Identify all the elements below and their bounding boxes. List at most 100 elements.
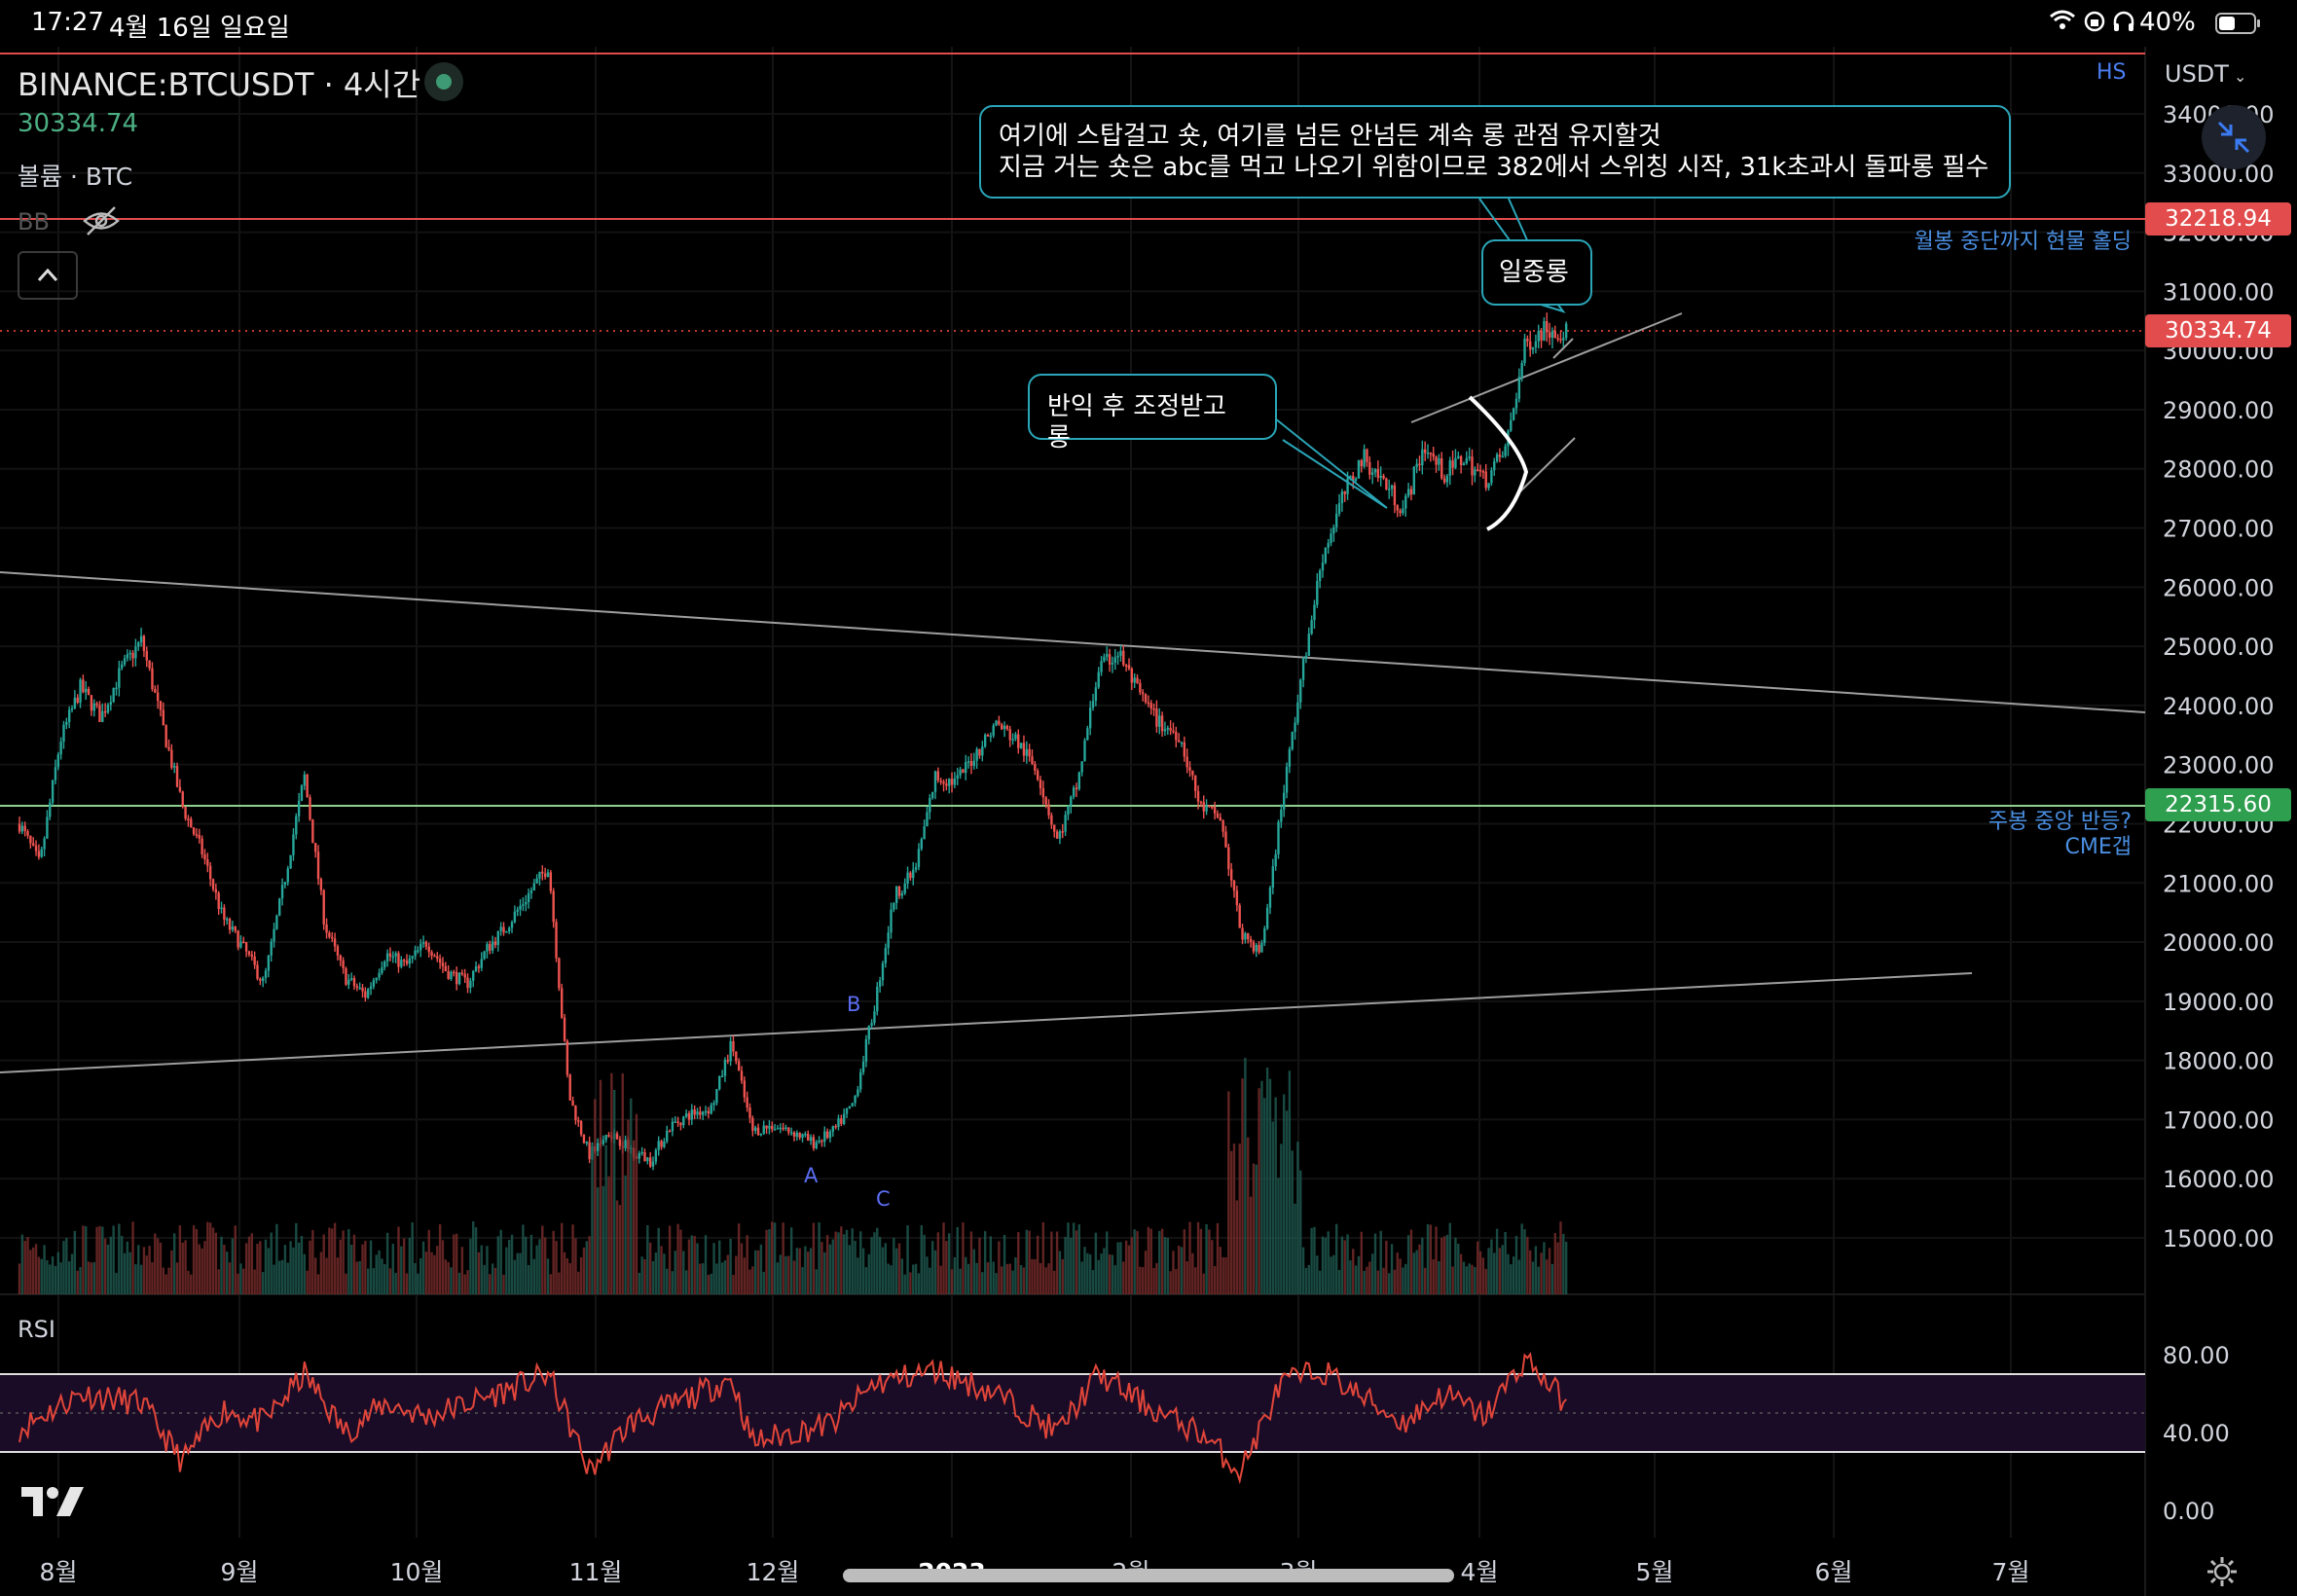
volume-indicator-label[interactable]: 볼륨 · BTC	[18, 163, 133, 191]
candle-body	[469, 980, 472, 989]
currency-selector[interactable]: USDT ⌄	[2165, 60, 2247, 88]
volume-bar	[1003, 1234, 1006, 1294]
symbol-title[interactable]: BINANCE:BTCUSDT · 4시간	[18, 66, 421, 103]
volume-bar	[1559, 1221, 1562, 1294]
candle-body	[873, 1011, 876, 1024]
scroll-handle[interactable]	[843, 1569, 1454, 1582]
volume-bar	[1324, 1237, 1328, 1294]
volume-bar	[349, 1245, 353, 1294]
volume-bar	[1354, 1265, 1358, 1294]
volume-bar	[208, 1222, 212, 1294]
candle-body	[1122, 650, 1125, 666]
candle-body	[98, 705, 101, 722]
eye-off-icon[interactable]	[82, 204, 121, 237]
volume-bar	[1196, 1221, 1200, 1294]
rsi-tick-label: 80.00	[2163, 1342, 2230, 1369]
candle-body	[1517, 377, 1521, 399]
volume-bar	[1543, 1242, 1546, 1294]
gear-icon[interactable]	[2206, 1555, 2239, 1588]
candle-body	[424, 942, 428, 947]
callout-stop-short[interactable]: 여기에 스탑걸고 숏, 여기를 넘든 안넘든 계속 롱 관점 유지할것 지금 거…	[979, 105, 2011, 199]
volume-bar	[313, 1257, 317, 1294]
candle-body	[336, 946, 340, 956]
candle-body	[1435, 456, 1438, 465]
candle-body	[67, 709, 71, 723]
candle-body	[1097, 671, 1100, 688]
volume-bar	[532, 1258, 535, 1294]
candle-body	[436, 956, 439, 960]
candle-body	[203, 853, 206, 860]
volume-bar	[986, 1262, 990, 1294]
volume-bar	[1327, 1231, 1330, 1294]
volume-bar	[1330, 1256, 1332, 1294]
volume-bar	[1044, 1267, 1047, 1294]
x-tick-label: 10월	[390, 1558, 444, 1586]
candle-body	[217, 892, 220, 910]
volume-bar	[408, 1237, 412, 1294]
volume-bar	[1412, 1252, 1415, 1294]
volume-bar	[1252, 1163, 1256, 1294]
candle-body	[1537, 330, 1540, 342]
candle-body	[270, 941, 273, 956]
candle-body	[607, 1135, 610, 1137]
battery-percent: 40%	[2139, 8, 2196, 37]
volume-bar	[1274, 1097, 1277, 1294]
candle-body	[784, 1127, 787, 1129]
candle-body	[1247, 932, 1250, 940]
volume-bar	[1014, 1257, 1017, 1294]
volume-bar	[983, 1231, 987, 1294]
volume-bar	[1280, 1143, 1283, 1294]
volume-bar	[732, 1274, 735, 1294]
candle-body	[1106, 654, 1109, 657]
candle-body	[1113, 657, 1116, 664]
candle-body	[1310, 620, 1313, 635]
volume-bar	[660, 1246, 663, 1294]
collapse-legend-button[interactable]	[18, 251, 78, 300]
shrink-button[interactable]	[2202, 105, 2266, 169]
volume-bar	[1077, 1224, 1081, 1294]
rsi-label[interactable]: RSI	[18, 1316, 55, 1343]
volume-bar	[126, 1241, 129, 1294]
candle-body	[1229, 869, 1233, 881]
candle-body	[1388, 489, 1391, 490]
volume-bar	[701, 1263, 705, 1294]
volume-bar	[1080, 1261, 1083, 1294]
candle-body	[90, 695, 93, 711]
candle-body	[154, 689, 157, 693]
candle-body	[1255, 944, 1258, 952]
volume-bar	[447, 1261, 450, 1294]
shrink-arrows-icon	[2217, 121, 2250, 154]
volume-bar	[538, 1239, 541, 1294]
bb-indicator-label[interactable]: BB	[18, 208, 50, 236]
volume-bar	[565, 1258, 569, 1294]
volume-bar	[864, 1267, 868, 1294]
candle-body	[735, 1051, 738, 1062]
callout-partial-profit[interactable]: 반익 후 조정받고 롱	[1028, 374, 1277, 453]
callout-intraday-long[interactable]: 일중롱	[1481, 239, 1592, 306]
candle-body	[297, 800, 301, 816]
candle-body	[345, 967, 347, 985]
volume-bar	[1546, 1259, 1549, 1294]
volume-bar	[679, 1229, 682, 1294]
candle-body	[278, 898, 281, 916]
candle-body	[699, 1111, 702, 1115]
candle-body	[965, 762, 967, 774]
volume-bar	[345, 1273, 347, 1294]
volume-bar	[513, 1259, 517, 1294]
volume-bar	[1160, 1228, 1164, 1294]
headphones-icon	[2112, 10, 2135, 33]
volume-bar	[450, 1267, 453, 1294]
candle-body	[1219, 816, 1221, 820]
volume-bar	[571, 1224, 574, 1294]
candle-body	[95, 703, 98, 706]
volume-bar	[648, 1242, 652, 1294]
volume-bar	[192, 1225, 196, 1294]
candle-body	[1366, 449, 1368, 462]
volume-bar	[388, 1268, 392, 1294]
volume-bar	[427, 1229, 430, 1294]
candle-body	[720, 1075, 724, 1077]
volume-bar	[95, 1226, 98, 1294]
candle-body	[300, 785, 304, 801]
candle-body	[208, 865, 212, 880]
candle-body	[1520, 362, 1523, 378]
